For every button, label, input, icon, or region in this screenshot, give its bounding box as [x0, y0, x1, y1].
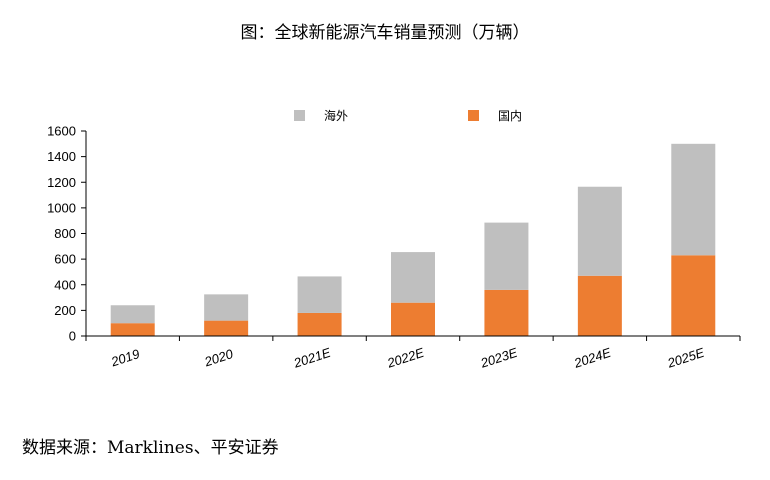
y-axis: 0 200 400 600 800 1000 1200 1400 1600	[47, 124, 87, 344]
bar-domestic	[671, 255, 716, 336]
legend-swatch-overseas	[294, 110, 305, 121]
x-axis: 2019 2020 2021E 2022E 2023E 2024E 2025E	[85, 335, 741, 371]
y-tick-label: 1400	[47, 149, 76, 164]
bar-domestic	[391, 302, 435, 336]
x-tick-label: 2021E	[291, 345, 333, 371]
bar-domestic	[297, 312, 342, 336]
legend: 海外 国内	[294, 108, 522, 123]
x-tick-label: 2025E	[665, 345, 707, 371]
y-tick-label: 600	[54, 252, 76, 267]
x-tick-label: 2024E	[571, 345, 613, 371]
bar-overseas	[577, 186, 622, 276]
bar-domestic	[110, 323, 155, 336]
y-tick-label: 200	[54, 303, 76, 318]
bar-domestic	[204, 320, 249, 336]
x-tick-label: 2019	[108, 346, 141, 370]
x-tick-label: 2022E	[384, 345, 426, 371]
y-tick-label: 400	[54, 277, 76, 292]
x-tick-label: 2023E	[478, 345, 520, 371]
bar-overseas	[297, 276, 342, 313]
bar-overseas	[391, 252, 435, 303]
y-tick-label: 1200	[47, 175, 76, 190]
y-tick-label: 800	[54, 226, 76, 241]
y-tick-label: 1600	[47, 124, 76, 139]
source-note: 数据来源：Marklines、平安证券	[22, 438, 279, 458]
bars	[110, 143, 716, 336]
bar-overseas	[671, 143, 716, 256]
legend-label-overseas: 海外	[324, 108, 348, 123]
bar-domestic	[484, 289, 529, 336]
y-tick-label: 1000	[47, 200, 76, 215]
legend-swatch-domestic	[468, 110, 479, 121]
legend-label-domestic: 国内	[498, 109, 522, 123]
bar-overseas	[484, 222, 529, 290]
bar-overseas	[204, 294, 249, 321]
bar-overseas	[110, 305, 155, 324]
bar-domestic	[577, 275, 622, 336]
y-tick-label: 0	[69, 329, 76, 344]
x-tick-label: 2020	[202, 346, 236, 370]
chart-title: 图：全球新能源汽车销量预测（万辆）	[240, 23, 530, 43]
